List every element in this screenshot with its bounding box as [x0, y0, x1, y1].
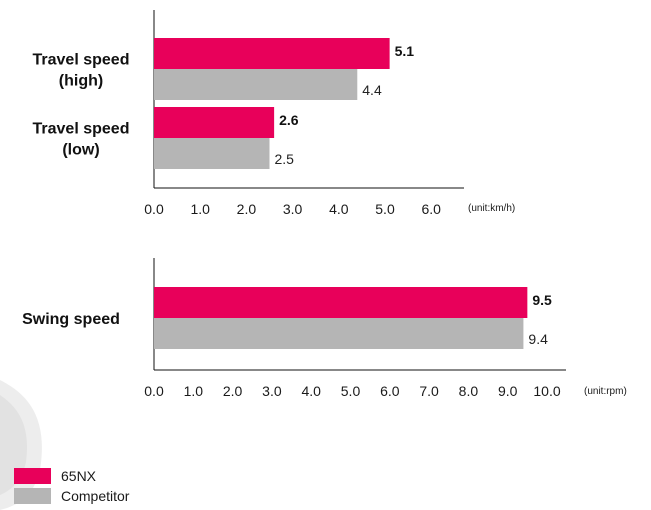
chart2-category-label: Swing speed	[22, 311, 120, 328]
chart1-category-label: Travel speed	[33, 52, 130, 69]
chart1-category-label: (high)	[59, 73, 103, 90]
chart2-tick-label: 6.0	[380, 383, 400, 399]
chart2-tick-label: 2.0	[223, 383, 243, 399]
chart1-category-label: (low)	[62, 142, 99, 159]
chart2-bar-competitor	[154, 318, 524, 349]
chart2-bar-65nx	[154, 287, 528, 318]
legend-label-competitor: Competitor	[61, 488, 130, 504]
chart2-tick-label: 10.0	[533, 383, 560, 399]
legend: 65NX Competitor	[14, 466, 129, 506]
chart1-tick-label: 4.0	[329, 201, 349, 217]
chart1-unit-note: (unit:km/h)	[468, 203, 515, 214]
chart1-value-label-65nx: 2.6	[279, 112, 299, 128]
chart1-bar-competitor	[154, 69, 358, 100]
legend-swatch-65nx	[14, 468, 51, 484]
chart2-tick-label: 1.0	[184, 383, 204, 399]
chart2-tick-label: 9.0	[498, 383, 518, 399]
chart1-tick-label: 6.0	[421, 201, 441, 217]
chart2-value-label-competitor: 9.4	[528, 331, 548, 347]
legend-swatch-competitor	[14, 488, 51, 504]
legend-item-65nx: 65NX	[14, 466, 129, 486]
chart1-bar-65nx	[154, 38, 390, 69]
chart2-tick-label: 4.0	[301, 383, 321, 399]
chart2-tick-label: 3.0	[262, 383, 282, 399]
chart1-value-label-65nx: 5.1	[395, 43, 415, 59]
chart1-category-label: Travel speed	[33, 121, 130, 138]
chart2-tick-label: 7.0	[419, 383, 439, 399]
chart1-bar-65nx	[154, 107, 275, 138]
chart2-value-label-65nx: 9.5	[532, 292, 552, 308]
chart1-tick-label: 3.0	[283, 201, 303, 217]
chart1-tick-label: 5.0	[375, 201, 395, 217]
chart1-tick-label: 2.0	[237, 201, 257, 217]
chart1-value-label-competitor: 4.4	[362, 82, 382, 98]
chart1-tick-label: 1.0	[190, 201, 210, 217]
chart1-bar-competitor	[154, 138, 270, 169]
legend-label-65nx: 65NX	[61, 468, 97, 484]
chart2-tick-label: 5.0	[341, 383, 361, 399]
chart1-tick-label: 0.0	[144, 201, 164, 217]
legend-item-competitor: Competitor	[14, 486, 129, 506]
chart2-tick-label: 8.0	[459, 383, 479, 399]
chart1-value-label-competitor: 2.5	[275, 151, 295, 167]
chart2-unit-note: (unit:rpm)	[584, 386, 627, 397]
chart2-tick-label: 0.0	[144, 383, 164, 399]
